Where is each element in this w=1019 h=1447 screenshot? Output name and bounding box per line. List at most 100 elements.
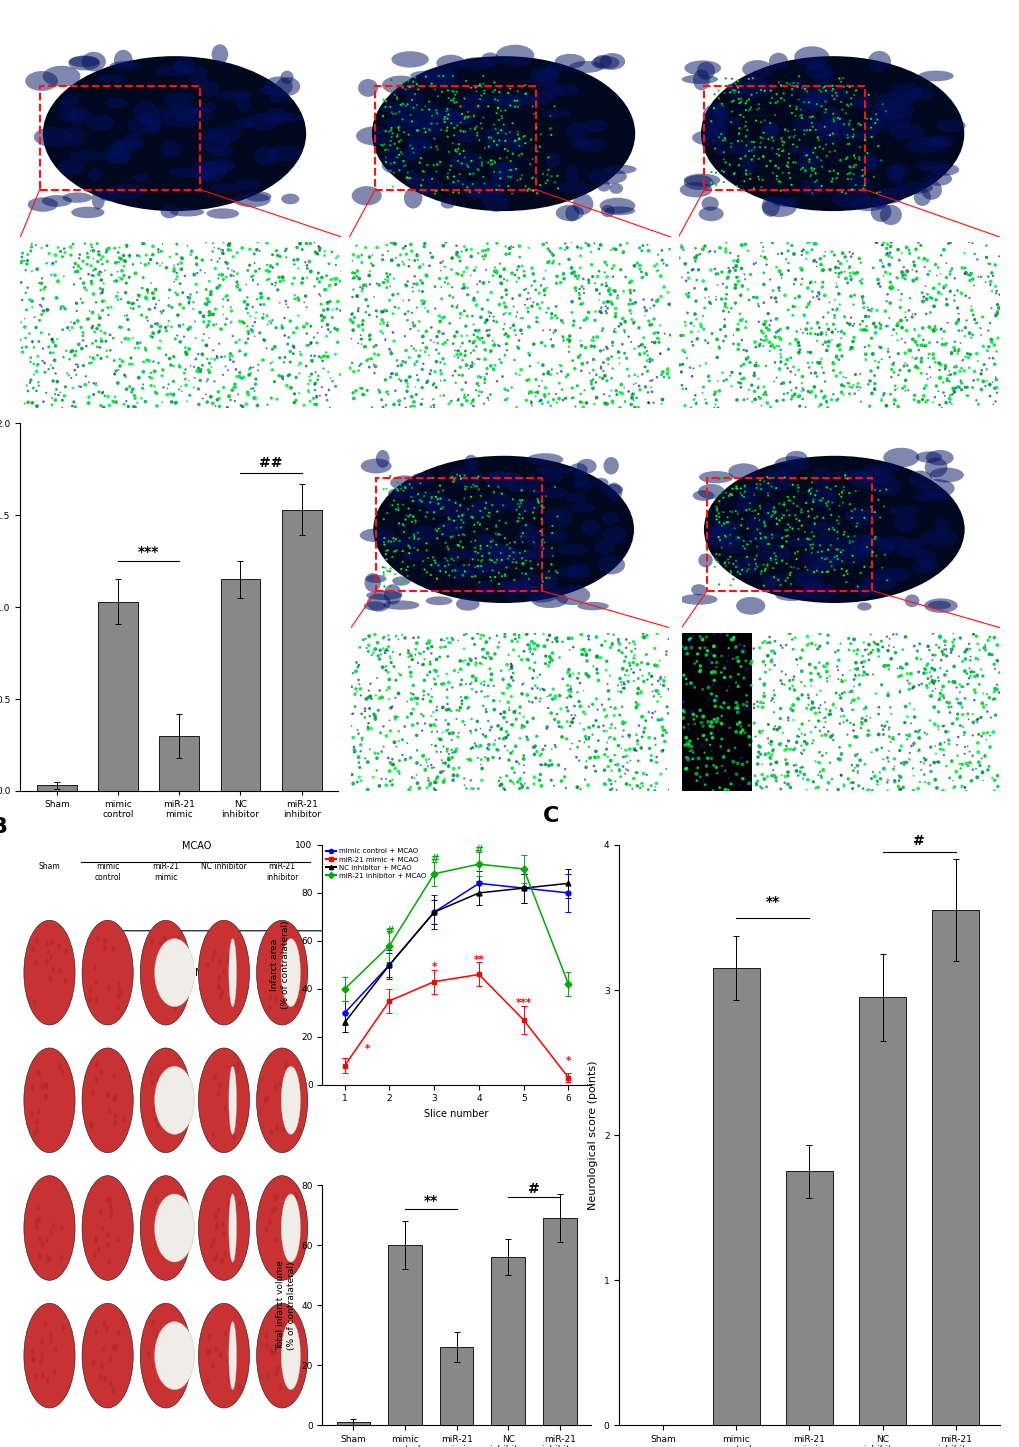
Point bbox=[513, 359, 529, 382]
Point bbox=[845, 123, 861, 146]
Point bbox=[491, 129, 507, 152]
Point bbox=[836, 323, 852, 346]
Point bbox=[634, 234, 650, 258]
Point bbox=[385, 527, 401, 550]
Point bbox=[964, 304, 980, 327]
Point bbox=[713, 260, 730, 284]
Point bbox=[779, 499, 795, 522]
Point bbox=[749, 752, 765, 776]
Point bbox=[427, 518, 443, 541]
Point bbox=[910, 246, 926, 269]
Point bbox=[499, 379, 516, 402]
Point bbox=[191, 392, 207, 415]
Point bbox=[622, 300, 638, 323]
Point bbox=[75, 328, 92, 352]
Point bbox=[510, 770, 526, 793]
Point bbox=[874, 718, 891, 741]
Point bbox=[496, 564, 513, 587]
Point bbox=[518, 725, 534, 748]
Point bbox=[829, 648, 846, 671]
Point bbox=[833, 480, 849, 504]
Point bbox=[417, 289, 433, 313]
Point bbox=[780, 709, 796, 732]
Point bbox=[830, 262, 847, 285]
Point bbox=[884, 728, 901, 751]
Point bbox=[893, 327, 909, 350]
Point bbox=[421, 344, 437, 368]
Point bbox=[751, 667, 767, 690]
Point bbox=[932, 679, 949, 702]
Ellipse shape bbox=[49, 1230, 53, 1236]
Point bbox=[972, 658, 988, 682]
Point bbox=[548, 627, 565, 650]
Point bbox=[972, 706, 988, 729]
Point bbox=[786, 382, 802, 405]
Point bbox=[916, 721, 932, 744]
Point bbox=[728, 476, 744, 499]
Point bbox=[62, 236, 78, 259]
Point bbox=[755, 291, 771, 314]
Point bbox=[382, 770, 398, 793]
Point bbox=[716, 708, 733, 731]
Point bbox=[733, 258, 749, 281]
Point bbox=[468, 680, 484, 703]
Point bbox=[229, 262, 246, 285]
Point bbox=[377, 394, 393, 417]
Point bbox=[421, 119, 437, 142]
Point bbox=[591, 300, 607, 323]
Point bbox=[29, 379, 45, 402]
Point bbox=[50, 269, 66, 292]
Point bbox=[841, 240, 857, 263]
Ellipse shape bbox=[200, 132, 231, 152]
Point bbox=[239, 320, 256, 343]
Point bbox=[459, 175, 475, 198]
Point bbox=[816, 710, 833, 734]
Point bbox=[575, 718, 591, 741]
Point bbox=[750, 334, 766, 357]
Ellipse shape bbox=[281, 1321, 301, 1389]
Point bbox=[531, 389, 547, 412]
Point bbox=[57, 375, 73, 398]
Point bbox=[586, 232, 602, 255]
Point bbox=[826, 288, 843, 311]
Point bbox=[508, 120, 525, 143]
Ellipse shape bbox=[273, 1349, 277, 1354]
Point bbox=[525, 291, 541, 314]
Point bbox=[358, 687, 374, 710]
Point bbox=[471, 570, 487, 593]
Point bbox=[485, 310, 501, 333]
Point bbox=[409, 631, 425, 654]
Point bbox=[841, 256, 857, 279]
Point bbox=[829, 658, 846, 682]
Ellipse shape bbox=[161, 959, 165, 965]
Point bbox=[950, 692, 966, 715]
Point bbox=[966, 664, 982, 687]
Point bbox=[880, 725, 897, 748]
Point bbox=[860, 334, 876, 357]
Point bbox=[192, 360, 208, 383]
Point bbox=[720, 551, 737, 574]
Point bbox=[771, 697, 788, 721]
Ellipse shape bbox=[396, 104, 421, 124]
Point bbox=[239, 314, 256, 337]
Point bbox=[950, 320, 966, 343]
Point bbox=[648, 680, 664, 703]
Ellipse shape bbox=[271, 1350, 274, 1356]
Point bbox=[423, 734, 439, 757]
Point bbox=[748, 352, 764, 375]
Point bbox=[847, 651, 863, 674]
Ellipse shape bbox=[87, 114, 114, 130]
Point bbox=[485, 305, 501, 328]
Point bbox=[412, 472, 428, 495]
Point bbox=[715, 369, 732, 392]
Point bbox=[962, 295, 978, 318]
Point bbox=[391, 763, 408, 786]
Point bbox=[470, 242, 486, 265]
Ellipse shape bbox=[488, 544, 512, 560]
Point bbox=[496, 625, 513, 648]
Point bbox=[852, 113, 868, 136]
Ellipse shape bbox=[906, 137, 944, 153]
Point bbox=[554, 388, 571, 411]
Point bbox=[937, 644, 954, 667]
Point bbox=[943, 750, 959, 773]
